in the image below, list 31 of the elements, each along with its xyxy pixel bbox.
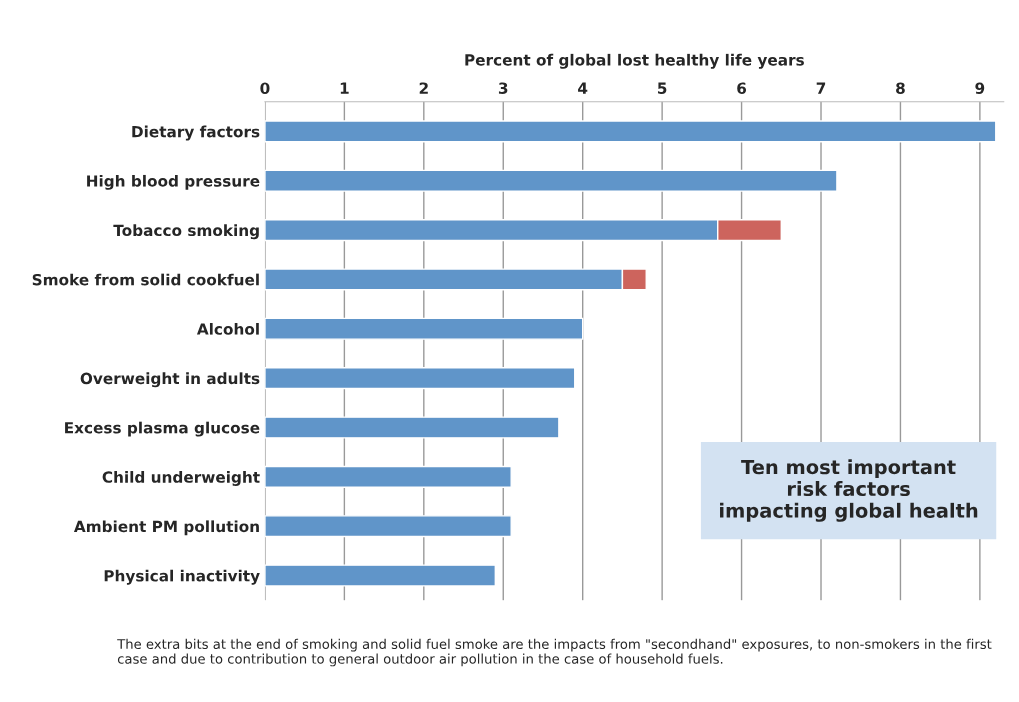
x-axis-title: Percent of global lost healthy life years xyxy=(465,53,804,69)
bar xyxy=(264,465,512,488)
bar xyxy=(264,564,497,587)
x-tick-label: 4 xyxy=(578,82,588,94)
y-tick-label: Ambient PM pollution xyxy=(73,520,259,536)
x-tick-label: 1 xyxy=(340,82,349,94)
y-tick-label: Child underweight xyxy=(102,471,260,486)
x-tick-label: 7 xyxy=(816,82,826,94)
y-tick-label: Tobacco smoking xyxy=(113,224,259,240)
bar xyxy=(264,317,584,340)
text: The extra bits at the end of smoking and solid fuel smoke are the impacts from "secondhand" exposures, to non-smokers in the first case and due to contribution to general outdoor air pollution in the case of household fuels. xyxy=(117,638,992,667)
x-tick-label: 2 xyxy=(419,82,428,94)
x-tick-label: 5 xyxy=(658,82,667,94)
x-tick-label: 3 xyxy=(498,82,508,94)
x-tick-label: 6 xyxy=(737,82,747,94)
bar xyxy=(264,169,838,192)
bar xyxy=(264,120,997,143)
x-tick-label: 0 xyxy=(260,82,270,94)
bar xyxy=(264,515,512,538)
x-tick-label: 9 xyxy=(975,82,985,94)
y-tick-label: Dietary factors xyxy=(132,125,260,141)
y-tick-label: Alcohol xyxy=(196,322,259,335)
bar xyxy=(264,367,576,390)
y-tick-label: Excess plasma glucose xyxy=(65,421,260,437)
y-tick-label: Smoke from solid cookfuel xyxy=(32,273,259,286)
y-tick-label: High blood pressure xyxy=(87,174,260,190)
y-tick-label: Overweight in adults xyxy=(80,372,260,388)
x-tick-label: 8 xyxy=(896,82,905,94)
y-tick-label: Physical inactivity xyxy=(104,569,260,585)
bar xyxy=(264,416,560,439)
annotation: Ten most important risk factors impacting global health xyxy=(720,459,978,522)
